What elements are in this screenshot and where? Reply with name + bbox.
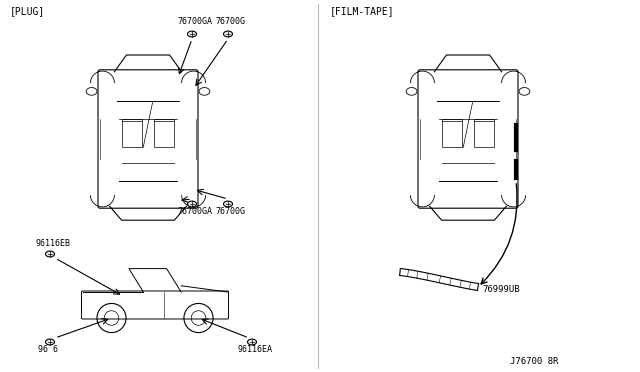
Text: 76700G: 76700G <box>215 17 245 26</box>
Bar <box>122 119 142 147</box>
Ellipse shape <box>223 31 232 37</box>
Bar <box>474 119 494 147</box>
Text: 76700GA: 76700GA <box>177 207 212 216</box>
Ellipse shape <box>188 31 196 37</box>
Bar <box>442 119 462 147</box>
Text: 76700GA: 76700GA <box>177 17 212 26</box>
Bar <box>154 119 174 147</box>
Text: 76999UB: 76999UB <box>482 285 520 294</box>
Text: 76700G: 76700G <box>215 207 245 216</box>
Text: J76700 8R: J76700 8R <box>509 357 558 366</box>
Ellipse shape <box>45 339 54 345</box>
Ellipse shape <box>223 201 232 207</box>
Text: 96116EA: 96116EA <box>237 345 272 354</box>
Text: [FILM-TAPE]: [FILM-TAPE] <box>330 6 395 16</box>
Ellipse shape <box>248 339 257 345</box>
Text: 96116EB: 96116EB <box>35 239 70 248</box>
Ellipse shape <box>45 251 54 257</box>
Text: 96 6: 96 6 <box>38 345 58 354</box>
Ellipse shape <box>188 201 196 207</box>
Text: [PLUG]: [PLUG] <box>10 6 45 16</box>
